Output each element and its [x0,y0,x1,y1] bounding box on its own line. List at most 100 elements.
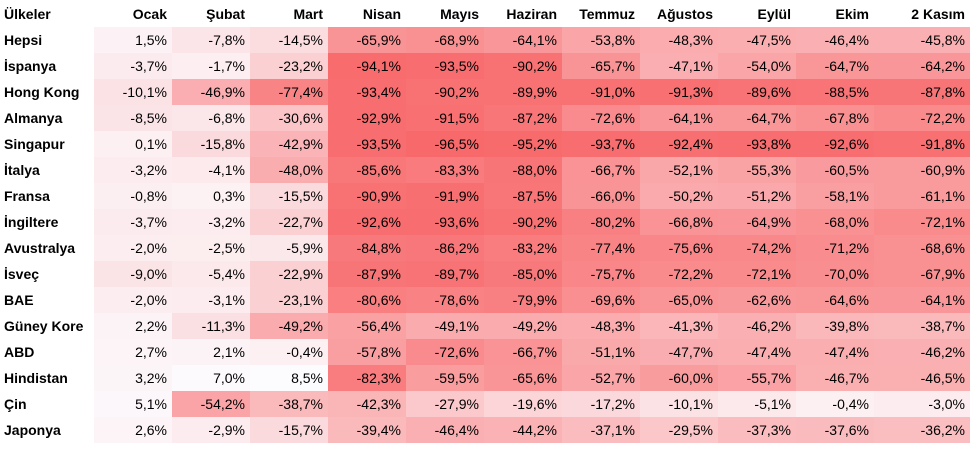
heatmap-cell: -50,2% [640,183,718,209]
heatmap-cell: -89,6% [718,79,796,105]
heatmap-cell: -11,3% [172,313,250,339]
heatmap-cell: -27,9% [406,391,484,417]
heatmap-cell: -4,1% [172,157,250,183]
row-label-ingiltere: İngiltere [4,214,59,230]
heatmap-cell: -88,0% [484,157,562,183]
heatmap-cell: -66,7% [484,339,562,365]
row-label-cin: Çin [4,396,27,412]
heatmap-cell: -68,6% [874,235,970,261]
row-label-hindistan: Hindistan [4,370,68,386]
heatmap-cell: -7,8% [172,27,250,53]
heatmap-cell: -65,7% [562,53,640,79]
heatmap-cell: -87,9% [328,261,406,287]
heatmap-cell: -60,0% [640,365,718,391]
heatmap-cell: -69,6% [562,287,640,313]
heatmap-cell: -66,7% [562,157,640,183]
heatmap-cell: -47,7% [640,339,718,365]
heatmap-cell: -93,4% [328,79,406,105]
heatmap-cell: -75,7% [562,261,640,287]
heatmap-cell: -91,5% [406,105,484,131]
heatmap-cell: -64,7% [796,53,874,79]
column-header-ocak: Ocak [132,6,167,22]
column-header-2-kasim: 2 Kasım [911,6,965,22]
heatmap-cell: -23,2% [250,53,328,79]
heatmap-cell: -0,8% [94,183,172,209]
heatmap-cell: -30,6% [250,105,328,131]
heatmap-cell: 0,3% [172,183,250,209]
heatmap-cell: -67,9% [874,261,970,287]
heatmap-cell: -5,1% [718,391,796,417]
heatmap-cell: -92,4% [640,131,718,157]
heatmap-cell: -3,1% [172,287,250,313]
heatmap-cell: -91,3% [640,79,718,105]
heatmap-cell: 0,1% [94,131,172,157]
column-header-haziran: Haziran [506,6,557,22]
heatmap-cell: -64,6% [796,287,874,313]
heatmap-cell: -2,5% [172,235,250,261]
heatmap-cell: -17,2% [562,391,640,417]
heatmap-cell: -5,4% [172,261,250,287]
heatmap-cell: -51,1% [562,339,640,365]
heatmap-cell: -79,9% [484,287,562,313]
heatmap-cell: -38,7% [874,313,970,339]
heatmap-cell: -49,1% [406,313,484,339]
heatmap-cell: -3,0% [874,391,970,417]
heatmap-cell: -2,0% [94,235,172,261]
heatmap-cell: -46,9% [172,79,250,105]
heatmap-cell: -89,7% [406,261,484,287]
heatmap-cell: -78,6% [406,287,484,313]
heatmap-cell: -91,9% [406,183,484,209]
heatmap-cell: -0,4% [796,391,874,417]
heatmap-cell: -87,8% [874,79,970,105]
heatmap-cell: -92,9% [328,105,406,131]
heatmap-cell: -72,1% [718,261,796,287]
heatmap-cell: -46,2% [718,313,796,339]
heatmap-cell: -88,5% [796,79,874,105]
heatmap-cell: -55,3% [718,157,796,183]
heatmap-cell: -3,7% [94,53,172,79]
heatmap-cell: -74,2% [718,235,796,261]
heatmap-cell: -90,2% [406,79,484,105]
heatmap-cell: -10,1% [640,391,718,417]
heatmap-cell: -67,8% [796,105,874,131]
heatmap-cell: -36,2% [874,417,970,443]
heatmap-cell: -59,5% [406,365,484,391]
heatmap-cell: -72,2% [874,105,970,131]
column-header-ekim: Ekim [835,6,869,22]
heatmap-cell: -42,3% [328,391,406,417]
heatmap-cell: -1,7% [172,53,250,79]
heatmap-cell: -49,2% [484,313,562,339]
heatmap-cell: -52,1% [640,157,718,183]
heatmap-cell: -29,5% [640,417,718,443]
heatmap-cell: 2,6% [94,417,172,443]
heatmap-cell: -70,0% [796,261,874,287]
heatmap-cell: -77,4% [250,79,328,105]
heatmap-cell: -75,6% [640,235,718,261]
heatmap-cell: -38,7% [250,391,328,417]
column-header-eylul: Eylül [757,6,791,22]
heatmap-cell: -90,2% [484,209,562,235]
heatmap-cell: -39,4% [328,417,406,443]
heatmap-cell: -84,8% [328,235,406,261]
heatmap-cell: -37,1% [562,417,640,443]
column-header-subat: Şubat [206,6,245,22]
heatmap-cell: -64,2% [874,53,970,79]
heatmap-cell: 2,7% [94,339,172,365]
heatmap-cell: -2,0% [94,287,172,313]
heatmap-cell: -56,4% [328,313,406,339]
row-label-guney-kore: Güney Kore [4,318,84,334]
column-header-agustos: Ağustos [657,6,713,22]
row-label-hepsi: Hepsi [4,32,43,48]
heatmap-cell: -15,8% [172,131,250,157]
column-header-mayis: Mayıs [440,6,479,22]
heatmap-cell: -80,6% [328,287,406,313]
heatmap-cell: -90,9% [328,183,406,209]
heatmap-cell: 2,2% [94,313,172,339]
heatmap-cell: -93,5% [406,53,484,79]
heatmap-cell: 3,2% [94,365,172,391]
heatmap-cell: -10,1% [94,79,172,105]
heatmap-cell: -68,0% [796,209,874,235]
heatmap-cell: -64,7% [718,105,796,131]
heatmap-cell: -61,1% [874,183,970,209]
heatmap-cell: -60,5% [796,157,874,183]
